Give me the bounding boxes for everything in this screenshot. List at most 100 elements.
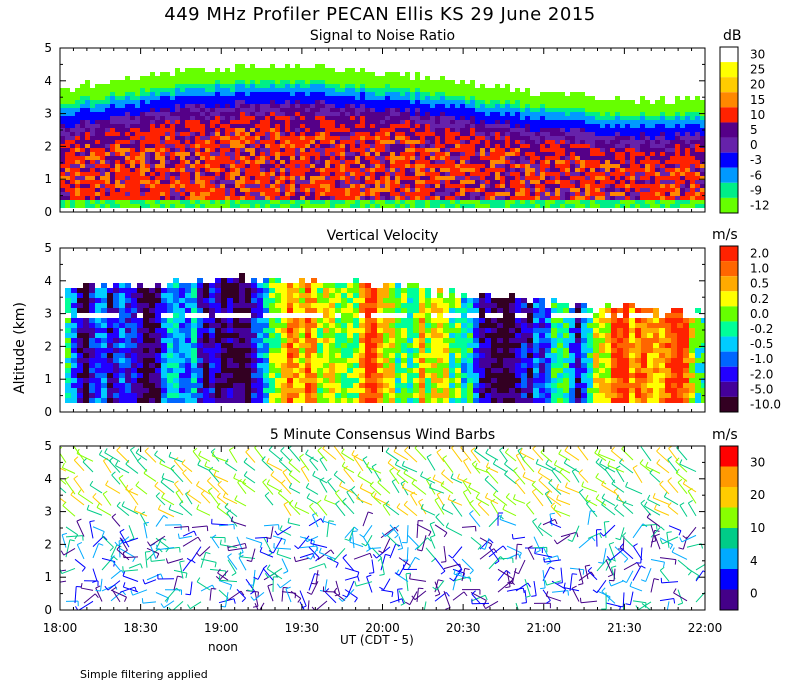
- snr-cell: [580, 168, 585, 172]
- velocity-cell: [149, 323, 155, 328]
- snr-cell: [145, 164, 150, 168]
- snr-cell: [605, 100, 610, 104]
- velocity-cell: [149, 288, 155, 293]
- snr-cell: [630, 176, 635, 180]
- snr-cell: [670, 180, 675, 184]
- snr-cell: [240, 112, 245, 116]
- velocity-cell: [167, 323, 173, 328]
- velocity-cell: [215, 303, 221, 308]
- snr-cell: [200, 196, 205, 200]
- snr-cell: [130, 120, 135, 124]
- velocity-cell: [125, 383, 131, 388]
- snr-cell: [440, 84, 445, 88]
- velocity-cell: [257, 378, 263, 383]
- snr-cell: [235, 96, 240, 100]
- snr-cell: [425, 112, 430, 116]
- snr-cell: [655, 196, 660, 200]
- snr-cell: [670, 164, 675, 168]
- velocity-cell: [95, 348, 101, 353]
- snr-cell: [160, 160, 165, 164]
- velocity-cell: [77, 288, 83, 293]
- snr-cell: [700, 156, 705, 160]
- snr-cell: [370, 192, 375, 196]
- velocity-cell: [83, 283, 89, 288]
- snr-cell: [255, 200, 260, 204]
- snr-cell: [600, 180, 605, 184]
- snr-cell: [385, 132, 390, 136]
- snr-cell: [245, 204, 250, 208]
- snr-cell: [330, 76, 335, 80]
- snr-cell: [300, 92, 305, 96]
- snr-cell: [145, 168, 150, 172]
- snr-cell: [365, 136, 370, 140]
- velocity-cell: [173, 333, 179, 338]
- velocity-cell: [125, 378, 131, 383]
- snr-cell: [315, 124, 320, 128]
- snr-cell: [425, 100, 430, 104]
- snr-cell: [270, 200, 275, 204]
- snr-cell: [485, 180, 490, 184]
- velocity-cell: [197, 383, 203, 388]
- snr-cell: [470, 200, 475, 204]
- snr-cell: [95, 112, 100, 116]
- snr-cell: [420, 168, 425, 172]
- snr-cell: [360, 68, 365, 72]
- snr-cell: [110, 140, 115, 144]
- velocity-cell: [239, 368, 245, 373]
- velocity-unit: m/s: [712, 227, 738, 243]
- snr-cell: [405, 96, 410, 100]
- snr-cell: [325, 148, 330, 152]
- snr-cell: [590, 176, 595, 180]
- snr-cell: [545, 152, 550, 156]
- snr-cell: [505, 180, 510, 184]
- snr-cell: [245, 96, 250, 100]
- snr-cell: [390, 76, 395, 80]
- snr-cell: [310, 100, 315, 104]
- snr-cell: [220, 136, 225, 140]
- velocity-cell: [149, 383, 155, 388]
- velocity-cell: [83, 373, 89, 378]
- snr-cell: [535, 128, 540, 132]
- snr-cell: [265, 92, 270, 96]
- snr-cell: [195, 164, 200, 168]
- snr-cell: [65, 112, 70, 116]
- snr-cell: [250, 88, 255, 92]
- snr-cell: [625, 196, 630, 200]
- snr-cell: [110, 168, 115, 172]
- velocity-cell: [203, 373, 209, 378]
- snr-cell: [120, 172, 125, 176]
- snr-cell: [580, 108, 585, 112]
- snr-cell: [205, 116, 210, 120]
- snr-cell: [380, 172, 385, 176]
- snr-cell: [130, 188, 135, 192]
- snr-cell: [565, 124, 570, 128]
- snr-cell: [400, 200, 405, 204]
- velocity-cell: [245, 358, 251, 363]
- snr-cell: [70, 108, 75, 112]
- snr-cell: [690, 108, 695, 112]
- snr-cell: [385, 88, 390, 92]
- snr-cell: [155, 204, 160, 208]
- snr-cell: [665, 140, 670, 144]
- snr-cell: [220, 120, 225, 124]
- snr-cell: [100, 96, 105, 100]
- snr-cell: [595, 200, 600, 204]
- snr-cell: [200, 132, 205, 136]
- snr-cell: [520, 120, 525, 124]
- snr-cell: [110, 80, 115, 84]
- snr-cell: [675, 168, 680, 172]
- snr-cell: [465, 176, 470, 180]
- snr-cell: [160, 176, 165, 180]
- velocity-cell: [203, 318, 209, 323]
- snr-cell: [665, 124, 670, 128]
- snr-cell: [345, 184, 350, 188]
- snr-cell: [595, 164, 600, 168]
- snr-cell: [675, 156, 680, 160]
- snr-cell: [130, 164, 135, 168]
- snr-cell: [295, 168, 300, 172]
- snr-cell: [455, 104, 460, 108]
- snr-cell: [170, 172, 175, 176]
- snr-cell: [555, 104, 560, 108]
- snr-cell: [525, 184, 530, 188]
- snr-cell: [525, 112, 530, 116]
